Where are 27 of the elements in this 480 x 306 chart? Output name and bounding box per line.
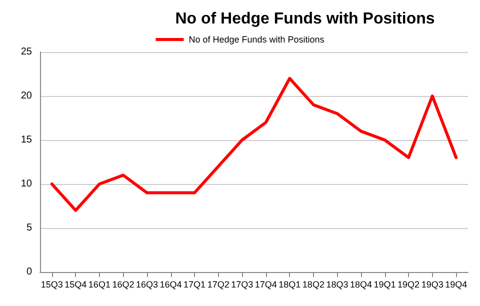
y-tick-label: 10 [20, 178, 32, 190]
x-tick-label: 16Q2 [112, 280, 134, 290]
y-tick-label: 15 [20, 134, 32, 146]
legend-label: No of Hedge Funds with Positions [188, 34, 325, 44]
y-tick-label: 20 [20, 90, 32, 102]
x-tick-label: 19Q1 [374, 280, 396, 290]
x-tick-label: 15Q4 [64, 280, 87, 290]
y-tick-label: 25 [20, 46, 32, 58]
y-tick-label: 0 [26, 266, 32, 278]
x-tick-label: 17Q1 [184, 280, 206, 290]
x-tick-label: 16Q3 [136, 280, 158, 290]
x-tick-label: 18Q4 [350, 280, 372, 290]
x-tick-label: 16Q4 [160, 280, 182, 290]
x-tick-label: 18Q3 [326, 280, 348, 290]
chart-title: No of Hedge Funds with Positions [175, 10, 435, 28]
x-tick-label: 17Q2 [207, 280, 230, 290]
x-tick-label: 17Q4 [254, 280, 277, 290]
y-tick-label: 5 [26, 222, 32, 234]
x-tick-label: 16Q1 [88, 280, 110, 290]
x-tick-label: 19Q3 [421, 280, 444, 290]
x-tick-label: 18Q2 [302, 280, 324, 290]
x-tick-label: 17Q3 [231, 280, 254, 290]
x-tick-label: 15Q3 [40, 280, 63, 290]
x-tick-label: 18Q1 [278, 280, 301, 290]
x-tick-label: 19Q2 [398, 280, 420, 290]
x-tick-label: 19Q4 [445, 280, 468, 290]
line-series [50, 76, 458, 212]
